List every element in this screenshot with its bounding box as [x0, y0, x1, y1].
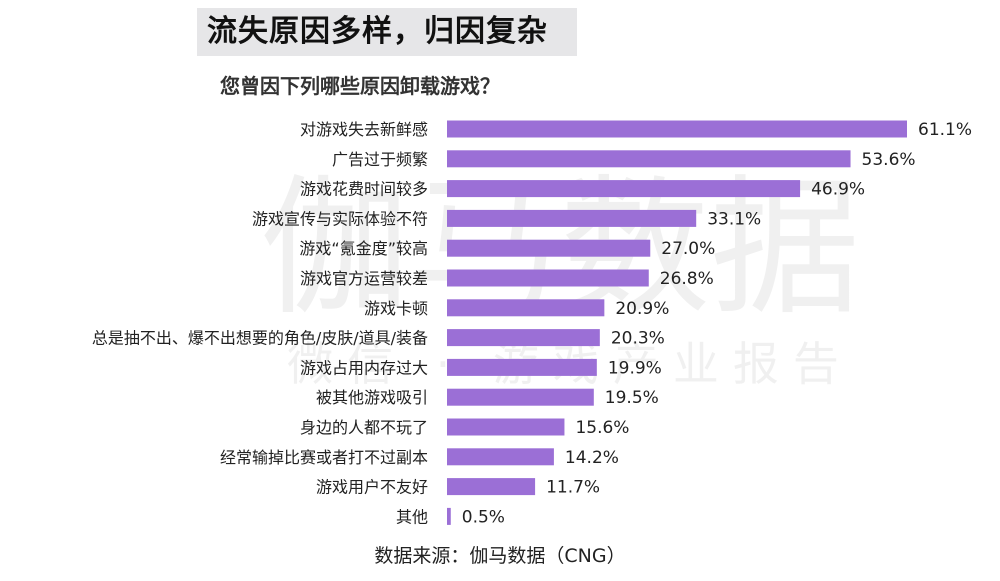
value-label: 26.8% [660, 269, 714, 289]
bar [447, 448, 554, 466]
category-label: 其他 [396, 507, 428, 526]
category-label: 对游戏失去新鲜感 [300, 120, 428, 139]
bar [447, 209, 697, 227]
value-label: 20.3% [611, 329, 665, 349]
category-label: 总是抽不出、爆不出想要的角色/皮肤/道具/装备 [92, 329, 428, 348]
chart-subtitle: 您曾因下列哪些原因卸载游戏？ [220, 74, 500, 98]
value-label: 20.9% [615, 299, 669, 319]
category-label: 被其他游戏吸引 [316, 388, 428, 407]
bar [447, 180, 801, 198]
bar [447, 239, 651, 257]
value-label: 0.5% [462, 507, 505, 527]
value-label: 11.7% [546, 478, 600, 498]
bar [447, 299, 605, 317]
bar [447, 388, 594, 406]
category-label: 经常输掉比赛或者打不过副本 [220, 448, 428, 467]
category-label: 游戏用户不友好 [316, 478, 428, 497]
page-title: 流失原因多样，归因复杂 [207, 14, 548, 49]
bar [447, 418, 565, 436]
value-label: 46.9% [811, 180, 865, 200]
bar [447, 269, 649, 287]
category-label: 广告过于频繁 [332, 150, 428, 169]
bar [447, 150, 851, 168]
value-label: 61.1% [918, 120, 972, 140]
data-source: 数据来源：伽马数据（CNG） [374, 545, 626, 567]
bar-series: 对游戏失去新鲜感 61.1% 广告过于频繁 53.6% 游戏花费时间较多 46.9% 游戏宣… [92, 120, 972, 527]
category-label: 游戏“氪金度”较高 [299, 239, 428, 258]
category-label: 游戏官方运营较差 [300, 269, 428, 288]
value-label: 19.5% [605, 388, 659, 408]
value-label: 53.6% [862, 150, 916, 170]
category-label: 游戏花费时间较多 [300, 180, 428, 199]
category-label: 游戏宣传与实际体验不符 [252, 209, 428, 228]
title-background [197, 8, 577, 56]
category-label: 身边的人都不玩了 [300, 418, 428, 437]
value-label: 19.9% [608, 358, 662, 378]
bar [447, 120, 907, 138]
value-label: 27.0% [661, 239, 715, 259]
value-label: 33.1% [707, 209, 761, 229]
category-label: 游戏占用内存过大 [300, 358, 428, 377]
value-label: 15.6% [575, 418, 629, 438]
bar [447, 478, 536, 496]
category-label: 游戏卡顿 [364, 299, 428, 318]
bar [447, 329, 600, 347]
value-label: 14.2% [565, 448, 619, 468]
bar [447, 507, 451, 525]
bar [447, 358, 597, 376]
